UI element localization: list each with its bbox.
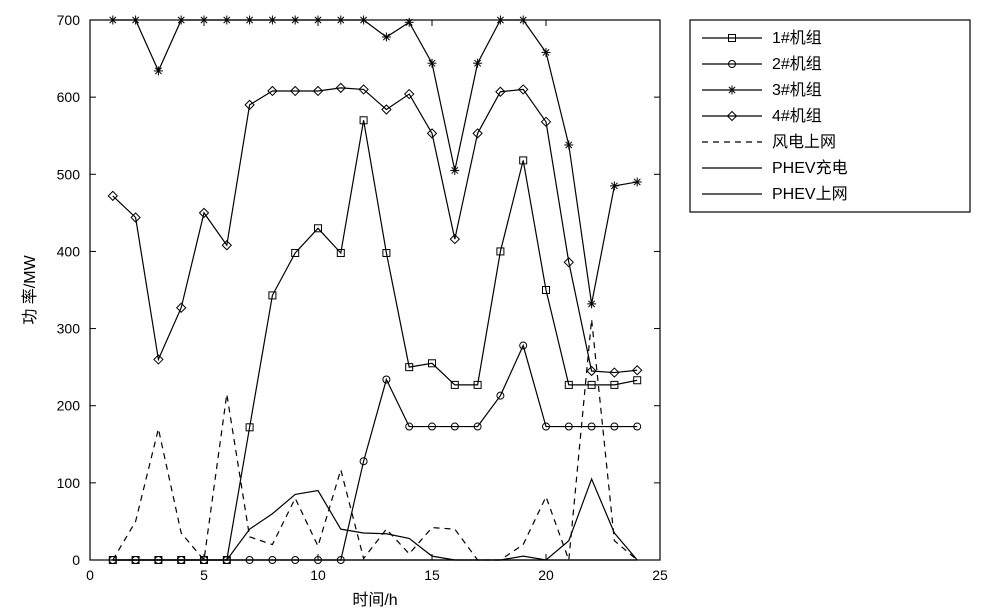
y-tick-label: 500 — [57, 166, 81, 182]
legend-label: 4#机组 — [772, 107, 822, 125]
power-time-chart: 0 5 10 15 20 25 0 100 200 300 400 500 600 700 时间/h 功 率/… — [0, 0, 1000, 610]
x-tick-label: 10 — [310, 567, 326, 583]
legend: 1#机组 2#机组 3#机组 4#机组风电上网 PHEV充电 PHEV上网 — [690, 20, 970, 212]
y-tick-label: 0 — [72, 552, 80, 568]
chart-container: 0 5 10 15 20 25 0 100 200 300 400 500 600 700 时间/h 功 率/… — [0, 0, 1000, 610]
x-axis-label: 时间/h — [352, 591, 397, 609]
legend-label: 2#机组 — [772, 55, 822, 73]
y-tick-label: 300 — [57, 321, 81, 337]
x-tick-label: 25 — [652, 567, 668, 583]
legend-label: 1#机组 — [772, 29, 822, 47]
legend-label: 3#机组 — [772, 81, 822, 99]
x-tick-label: 20 — [538, 567, 554, 583]
y-tick-label: 200 — [57, 398, 81, 414]
y-tick-label: 400 — [57, 243, 81, 259]
y-tick-label: 700 — [57, 12, 81, 28]
legend-label: PHEV上网 — [772, 185, 848, 203]
legend-label: PHEV充电 — [772, 159, 848, 177]
x-tick-label: 15 — [424, 567, 440, 583]
y-tick-label: 100 — [57, 475, 81, 491]
x-tick-label: 5 — [200, 567, 208, 583]
legend-label: 风电上网 — [772, 133, 836, 151]
y-tick-label: 600 — [57, 89, 81, 105]
x-tick-label: 0 — [86, 567, 94, 583]
y-axis-label: 功 率/MW — [21, 254, 39, 324]
